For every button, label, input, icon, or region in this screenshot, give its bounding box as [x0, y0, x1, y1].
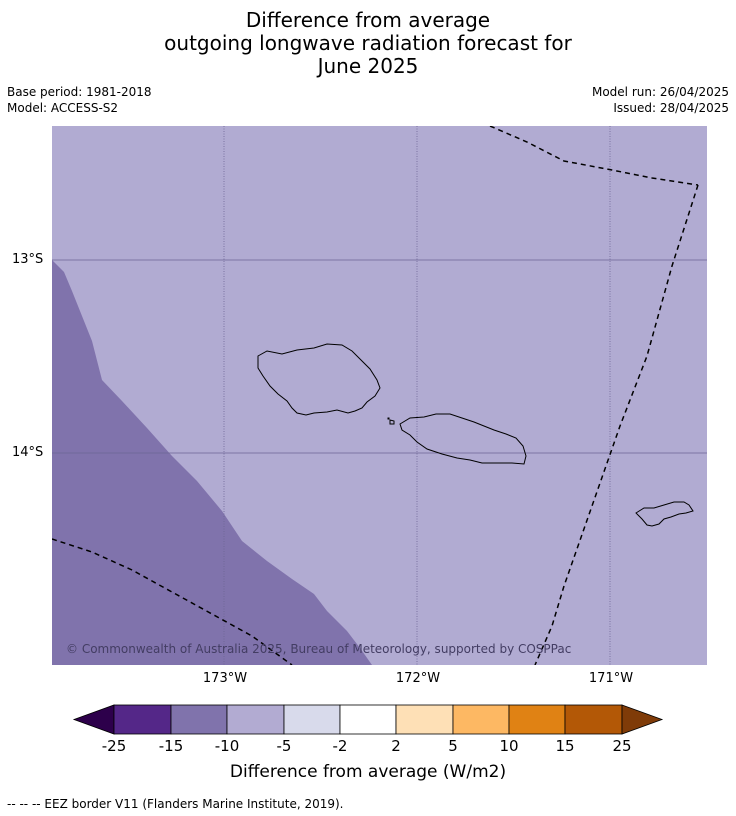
colorbar-cell: [395, 704, 454, 735]
colorbar-cell: [283, 704, 341, 735]
colorbar-cell: [113, 704, 172, 735]
issued-date: Issued: 28/04/2025: [613, 101, 729, 115]
title-line-2: outgoing longwave radiation forecast for: [164, 31, 572, 55]
eez-borders: [52, 126, 699, 665]
map-region-lower-west: [52, 260, 372, 665]
base-period: Base period: 1981-2018: [7, 85, 152, 99]
graticule: [52, 126, 707, 665]
colorbar-cell: [564, 704, 623, 735]
colorbar-tick-label: -5: [276, 737, 292, 755]
eez-border-east: [534, 184, 699, 665]
island-upolu: [399, 413, 527, 465]
model-name: Model: ACCESS-S2: [7, 101, 119, 115]
colorbar-tick-label: 15: [555, 737, 575, 755]
colorbar-tick-label: -25: [101, 737, 127, 755]
title-line-1: Difference from average: [245, 8, 491, 32]
island-small-2: [387, 417, 390, 420]
eez-footnote: -- -- -- EEZ border V11 (Flanders Marine…: [7, 797, 344, 811]
island-outlines: [257, 343, 694, 527]
colorbar-cell: [339, 704, 397, 735]
lon-label-173w: 173°W: [202, 671, 248, 686]
island-small-1: [389, 419, 395, 425]
meta-right: Model run: 26/04/2025 Issued: 28/04/2025: [592, 84, 729, 116]
colorbar-tick-label: -10: [214, 737, 240, 755]
colorbar-tick-label: 5: [448, 737, 458, 755]
colorbar-cell: [170, 704, 228, 735]
colorbar-cell: [452, 704, 510, 735]
lon-label-172w: 172°W: [395, 671, 441, 686]
colorbar-tick-label: -15: [158, 737, 184, 755]
model-run: Model run: 26/04/2025: [591, 85, 729, 99]
lat-label-14s: 14°S: [12, 445, 44, 460]
lon-label-171w: 171°W: [588, 671, 634, 686]
island-tutuila: [635, 501, 694, 527]
colorbar-tick-label: 2: [391, 737, 401, 755]
title-line-3: June 2025: [317, 54, 419, 78]
colorbar-tick-label: 25: [612, 737, 632, 755]
colorbar-tick-label: -2: [332, 737, 348, 755]
map-panel: © Commonwealth of Australia 2025, Bureau…: [52, 126, 707, 665]
meta-left: Base period: 1981-2018 Model: ACCESS-S2: [7, 84, 152, 116]
colorbar-cell: [226, 704, 285, 735]
map-copyright: © Commonwealth of Australia 2025, Bureau…: [66, 642, 571, 656]
colorbar-tick-label: 10: [499, 737, 519, 755]
island-savaii: [257, 343, 381, 416]
colorbar-extend-low: [72, 704, 115, 735]
colorbar: [72, 704, 664, 735]
colorbar-extend-high: [621, 704, 664, 735]
colorbar-label: Difference from average (W/m2): [229, 762, 507, 782]
colorbar-cell: [508, 704, 566, 735]
lat-label-13s: 13°S: [12, 252, 44, 267]
